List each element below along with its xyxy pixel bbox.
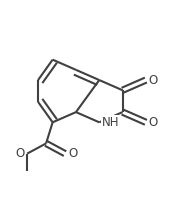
Text: O: O xyxy=(15,147,24,160)
Text: O: O xyxy=(68,147,77,160)
Text: O: O xyxy=(149,73,158,87)
Text: O: O xyxy=(149,116,158,129)
Text: NH: NH xyxy=(102,116,120,129)
